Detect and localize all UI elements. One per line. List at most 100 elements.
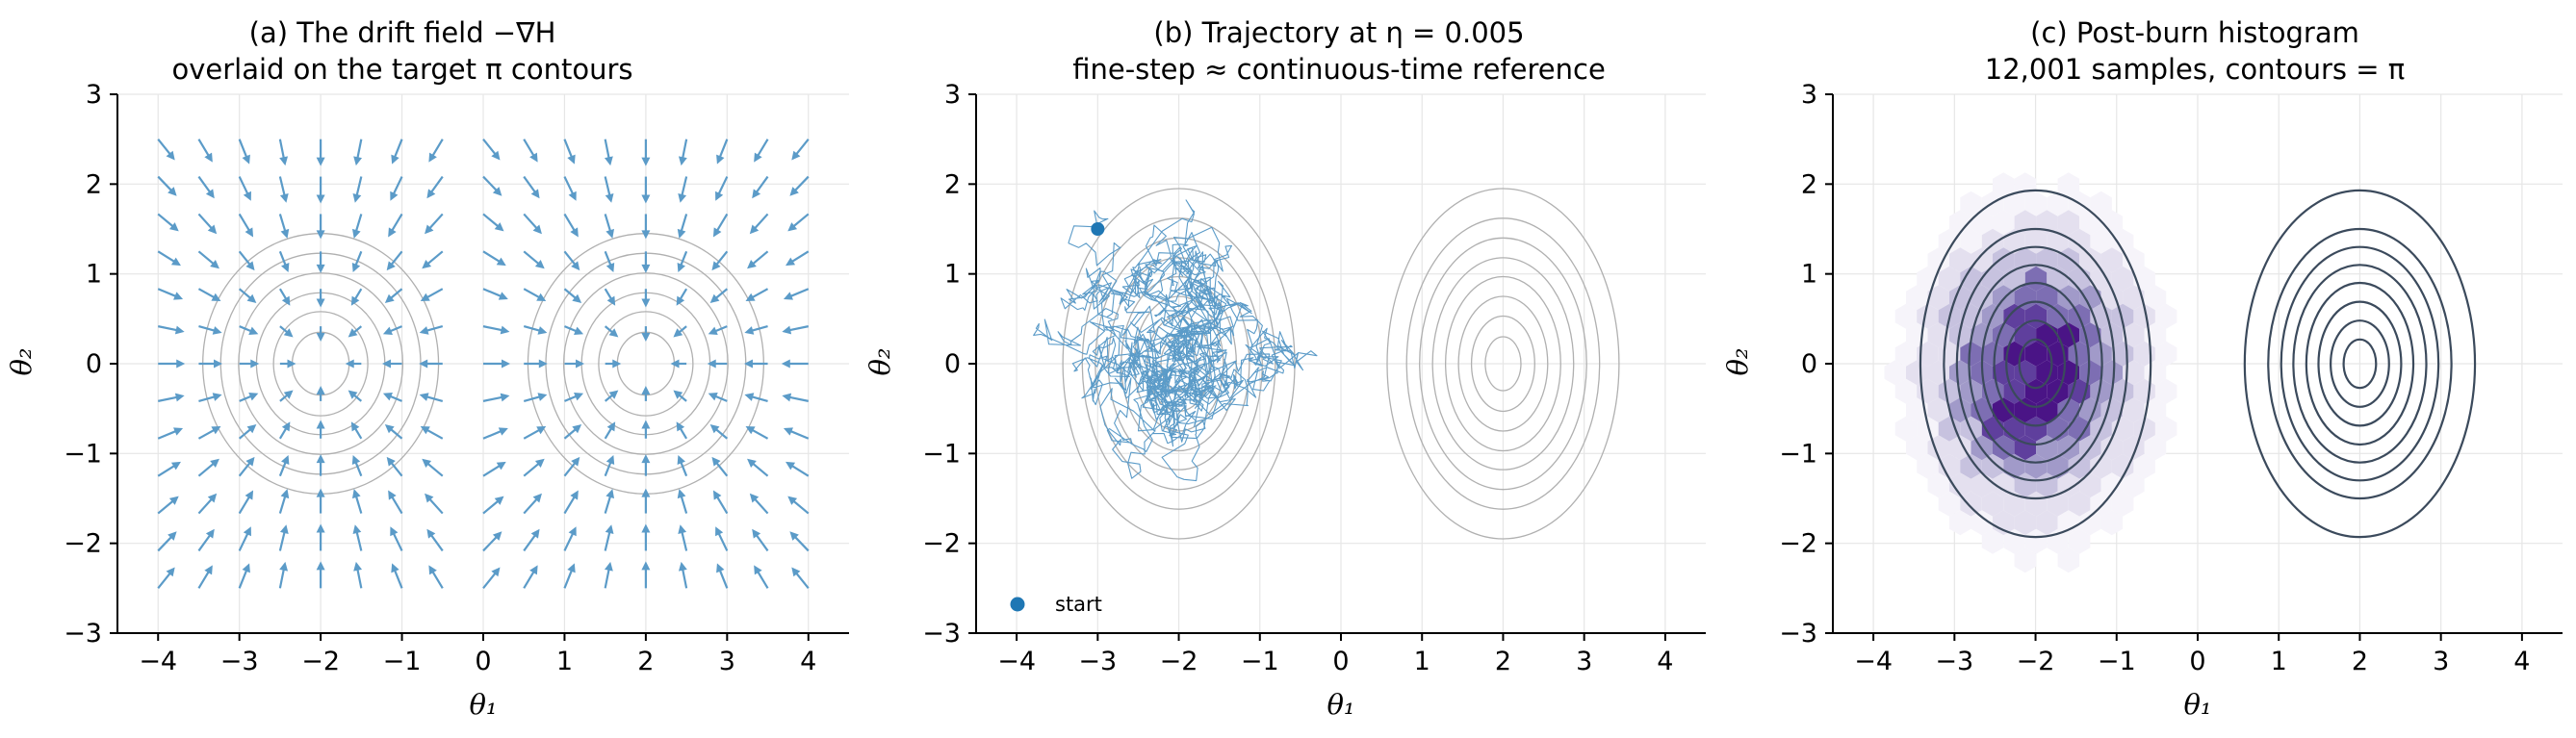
- panel-b-ylabel: θ₂: [863, 347, 896, 375]
- contour-mode1-level4: [2292, 264, 2428, 464]
- xtick-label: 1: [556, 647, 573, 676]
- hexbin: [2090, 191, 2112, 216]
- quiver-arrow: [239, 325, 259, 335]
- quiver-arrow: [604, 524, 614, 551]
- xtick-label: −2: [301, 647, 340, 676]
- hexbin: [1971, 510, 1993, 536]
- panel-c-contours: [1919, 189, 2477, 539]
- hexbin: [1927, 247, 1949, 273]
- hexbin: [2123, 322, 2145, 348]
- hexbin: [1894, 341, 1918, 367]
- quiver-arrow: [351, 250, 363, 273]
- hexbin: [2068, 416, 2091, 442]
- hexbin: [1906, 397, 1928, 423]
- quiver-arrow: [197, 565, 213, 589]
- quiver-arrow: [157, 427, 184, 440]
- quiver-arrow: [523, 325, 548, 335]
- quiver-arrow: [605, 359, 622, 369]
- hexbin: [2047, 303, 2069, 329]
- contour-mode0-level0: [2018, 338, 2053, 390]
- hexbin: [2090, 266, 2112, 292]
- ytick-label: 3: [944, 80, 961, 110]
- quiver-arrow: [348, 390, 363, 402]
- hexbin: [2014, 397, 2037, 423]
- quiver-arrow: [482, 496, 504, 515]
- quiver-arrow: [716, 563, 729, 589]
- hexbin: [1949, 435, 1971, 461]
- panel-a-axes: −4 −3 −2 −1 0 1 2 3 4 −3 −2 −1 0 1 2 3: [64, 80, 849, 676]
- quiver-arrow: [523, 565, 538, 589]
- hexbin: [1960, 453, 1982, 479]
- ytick-label: −1: [922, 439, 961, 469]
- quiver-arrow: [482, 531, 502, 552]
- quiver-arrow: [384, 424, 403, 440]
- quiver-arrow: [678, 524, 688, 551]
- quiver-arrow: [316, 420, 325, 439]
- quiver-arrow: [604, 561, 613, 589]
- quiver-arrow: [197, 139, 213, 163]
- quiver-arrow: [711, 250, 729, 271]
- panel-c-ylabel: θ₂: [1721, 347, 1754, 375]
- hexbin: [1917, 303, 1939, 329]
- hexbin: [2123, 472, 2145, 498]
- hexbin: [1993, 397, 2015, 423]
- quiver-arrow: [783, 427, 810, 440]
- ytick-label: −1: [64, 439, 102, 469]
- hexbin: [1906, 285, 1928, 311]
- quiver-arrow: [641, 251, 651, 273]
- quiver-arrow: [781, 359, 809, 369]
- quiver-arrow: [238, 563, 250, 589]
- panel-b-title-line2: fine-step ≈ continuous-time reference: [1072, 53, 1606, 86]
- hexbin: [2100, 247, 2124, 273]
- trajectory-start-point: [1091, 222, 1105, 236]
- quiver-arrow: [563, 176, 577, 201]
- quiver-arrow: [782, 325, 810, 335]
- quiver-arrow: [786, 461, 810, 477]
- hexbin: [2144, 285, 2167, 311]
- hexbin: [2014, 285, 2037, 311]
- panel-b-grid: [976, 93, 1706, 634]
- xtick-label: −2: [1160, 647, 1198, 676]
- panel-a-ylabel: θ₂: [5, 347, 38, 375]
- hexbin: [1971, 397, 1993, 423]
- hexbin: [1906, 435, 1928, 461]
- quiver-arrow: [420, 288, 444, 302]
- hexbin: [2003, 303, 2025, 329]
- panel-b-trajectory-line: [1033, 199, 1318, 482]
- hexbin: [2111, 491, 2134, 517]
- quiver-arrow: [782, 393, 810, 402]
- quiver-arrow: [641, 139, 651, 166]
- hexbin: [1949, 210, 1971, 236]
- hexbin: [1981, 341, 2004, 367]
- quiver-arrow: [482, 138, 501, 161]
- xtick-label: 4: [2513, 647, 2530, 676]
- trajectory-path: [1033, 199, 1318, 482]
- quiver-arrow: [523, 393, 548, 402]
- quiver-arrow: [677, 214, 688, 239]
- ytick-label: −2: [922, 529, 961, 559]
- quiver-arrow: [353, 139, 363, 166]
- quiver-arrow: [749, 493, 769, 515]
- xtick-label: 2: [1495, 647, 1511, 676]
- quiver-arrow: [350, 421, 363, 440]
- hexbin: [1949, 360, 1971, 386]
- quiver-arrow: [754, 565, 769, 589]
- hexbin: [1949, 510, 1971, 536]
- hexbin: [1938, 416, 1961, 442]
- quiver-arrow: [563, 563, 576, 589]
- quiver-arrow: [390, 176, 403, 201]
- hexbin: [1938, 228, 1961, 254]
- quiver-arrow: [316, 523, 325, 551]
- quiver-arrow: [390, 526, 403, 551]
- quiver-arrow: [278, 214, 290, 239]
- hexbin: [1927, 285, 1949, 311]
- quiver-arrow: [791, 138, 810, 161]
- hexbin: [2068, 453, 2091, 479]
- hexbin: [2123, 397, 2145, 423]
- quiver-arrow: [604, 176, 614, 203]
- quiver-arrow: [563, 424, 582, 440]
- xtick-label: 3: [1576, 647, 1592, 676]
- contour-mode1-level7: [1386, 188, 1620, 540]
- xtick-label: 2: [637, 647, 654, 676]
- quiver-arrow: [604, 250, 615, 273]
